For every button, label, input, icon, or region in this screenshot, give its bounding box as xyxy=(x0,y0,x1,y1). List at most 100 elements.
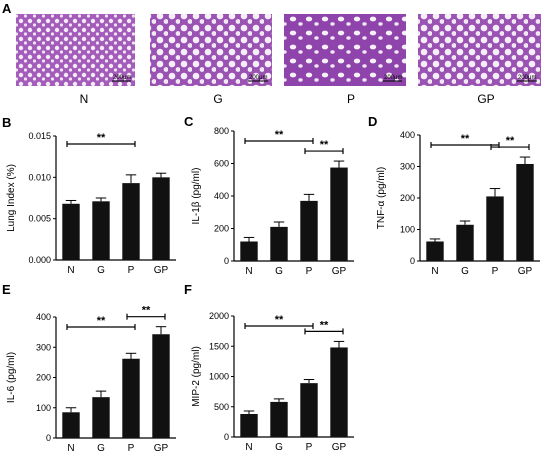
bar-f-p xyxy=(300,383,318,437)
bar-e-g xyxy=(92,397,110,438)
histology-image-g: 200μm xyxy=(150,14,272,86)
bar-e-p xyxy=(122,358,140,438)
bar-e-n xyxy=(62,412,80,438)
histology-label-n: N xyxy=(80,92,89,106)
bar-d-g xyxy=(456,224,474,261)
bar-f-n xyxy=(240,414,258,437)
bar-d-p xyxy=(486,196,504,261)
y-tick-label-d-3: 300 xyxy=(400,162,415,172)
significance-label-e-1: ** xyxy=(142,305,151,317)
bar-b-g xyxy=(92,201,110,260)
y-tick-label-c-0: 0 xyxy=(224,256,229,266)
histology-label-g: G xyxy=(213,92,222,106)
y-tick-label-f-2: 1000 xyxy=(209,372,229,382)
x-tick-label-b-gp: GP xyxy=(154,265,169,276)
scale-bar-label-gp: 200μm xyxy=(518,75,536,81)
y-tick-label-e-2: 200 xyxy=(36,373,51,383)
y-axis-title-c: IL-1β (pg/ml) xyxy=(191,168,202,225)
x-tick-label-d-p: P xyxy=(492,266,499,277)
bar-c-g xyxy=(270,226,288,261)
histology-label-p: P xyxy=(347,92,355,106)
significance-label-d-0: ** xyxy=(461,133,470,145)
panel-letter-c: C xyxy=(184,114,194,129)
panel-letter-a: A xyxy=(2,1,12,16)
y-tick-label-d-4: 400 xyxy=(400,130,415,140)
y-axis-title-f: MIP-2 (pg/ml) xyxy=(191,346,202,407)
x-tick-label-c-p: P xyxy=(306,266,313,277)
y-tick-label-c-1: 200 xyxy=(214,224,229,234)
panel-letter-e: E xyxy=(2,282,11,297)
bar-e-gp xyxy=(152,334,170,438)
y-tick-label-e-1: 100 xyxy=(36,403,51,413)
y-axis-title-d: TNF-α (pg/ml) xyxy=(376,167,387,229)
x-tick-label-b-g: G xyxy=(97,265,105,276)
histology-image-n: 200μm xyxy=(16,14,135,86)
significance-label-b-0: ** xyxy=(97,132,106,144)
x-tick-label-f-gp: GP xyxy=(332,442,347,453)
panel-letter-b: B xyxy=(2,115,11,130)
x-tick-label-e-g: G xyxy=(97,443,105,454)
x-tick-label-c-gp: GP xyxy=(332,266,347,277)
bar-b-n xyxy=(62,203,80,260)
y-tick-label-d-1: 100 xyxy=(400,225,415,235)
x-tick-label-d-g: G xyxy=(461,266,469,277)
y-tick-label-b-0: 0.000 xyxy=(28,255,51,265)
significance-label-f-1: ** xyxy=(320,319,329,331)
x-tick-label-e-gp: GP xyxy=(154,443,169,454)
histology-label-gp: GP xyxy=(477,92,494,106)
y-tick-label-b-1: 0.005 xyxy=(28,214,51,224)
x-tick-label-d-n: N xyxy=(431,266,438,277)
scale-bar-label-n: 200μm xyxy=(113,75,131,81)
x-tick-label-f-n: N xyxy=(245,442,252,453)
y-tick-label-e-3: 300 xyxy=(36,342,51,352)
x-tick-label-b-n: N xyxy=(67,265,74,276)
histology-image-gp: 200μm xyxy=(418,14,541,86)
histology-image-p: 200μm xyxy=(284,14,406,86)
x-tick-label-e-n: N xyxy=(67,443,74,454)
significance-label-d-1: ** xyxy=(506,135,515,147)
scale-bar-label-g: 200μm xyxy=(249,75,267,81)
y-tick-label-d-0: 0 xyxy=(410,256,415,266)
y-axis-title-b: Lung Index (%) xyxy=(6,164,17,232)
y-tick-label-f-1: 500 xyxy=(214,402,229,412)
bar-c-n xyxy=(240,241,258,261)
x-tick-label-f-p: P xyxy=(306,442,313,453)
y-tick-label-b-3: 0.015 xyxy=(28,131,51,141)
bar-f-g xyxy=(270,401,288,437)
x-tick-label-c-n: N xyxy=(245,266,252,277)
significance-label-f-0: ** xyxy=(275,314,284,326)
panel-letter-d: D xyxy=(368,114,377,129)
significance-label-c-1: ** xyxy=(320,139,329,151)
panel-letter-f: F xyxy=(184,282,192,297)
y-tick-label-c-2: 400 xyxy=(214,191,229,201)
significance-label-c-0: ** xyxy=(275,129,284,141)
x-tick-label-f-g: G xyxy=(275,442,283,453)
bar-c-p xyxy=(300,200,318,261)
y-tick-label-c-4: 800 xyxy=(214,126,229,136)
x-tick-label-e-p: P xyxy=(128,443,135,454)
y-axis-title-e: IL-6 (pg/ml) xyxy=(6,352,17,403)
bar-c-gp xyxy=(330,167,348,261)
y-tick-label-e-0: 0 xyxy=(46,433,51,443)
y-tick-label-f-4: 2000 xyxy=(209,311,229,321)
x-tick-label-c-g: G xyxy=(275,266,283,277)
bar-f-gp xyxy=(330,347,348,437)
bar-d-n xyxy=(426,241,444,261)
y-tick-label-f-3: 1500 xyxy=(209,341,229,351)
bar-b-p xyxy=(122,183,140,260)
y-tick-label-e-4: 400 xyxy=(36,312,51,322)
y-tick-label-f-0: 0 xyxy=(224,432,229,442)
bar-d-gp xyxy=(516,163,534,261)
significance-label-e-0: ** xyxy=(97,315,106,327)
x-tick-label-d-gp: GP xyxy=(518,266,533,277)
y-tick-label-b-2: 0.010 xyxy=(28,172,51,182)
scale-bar-label-p: 200μm xyxy=(384,75,402,81)
x-tick-label-b-p: P xyxy=(128,265,135,276)
y-tick-label-d-2: 200 xyxy=(400,193,415,203)
